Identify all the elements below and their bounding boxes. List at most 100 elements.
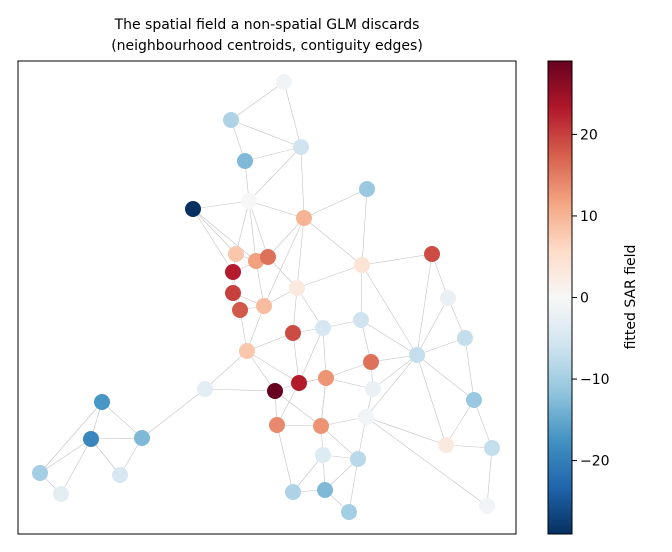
contiguity-edge <box>235 200 250 255</box>
centroid-point <box>291 375 307 391</box>
contiguity-edge <box>416 354 447 446</box>
contiguity-edge <box>204 350 248 390</box>
contiguity-edge <box>248 200 305 219</box>
contiguity-edge <box>416 337 466 356</box>
centroid-point <box>269 417 285 433</box>
contiguity-edge <box>320 425 359 460</box>
colorbar-tick-label: 20 <box>580 127 598 143</box>
contiguity-edge <box>246 350 276 392</box>
contiguity-edge <box>296 217 305 289</box>
centroid-point <box>315 447 331 463</box>
contiguity-edge <box>292 332 300 384</box>
contiguity-edge <box>39 401 103 474</box>
centroid-point <box>197 381 213 397</box>
contiguity-edge <box>60 438 92 495</box>
centroid-point <box>466 392 482 408</box>
colorbar-ticks: −20 −10 0 10 20 <box>572 127 610 470</box>
contiguity-edge <box>274 390 322 427</box>
centroid-point <box>409 347 425 363</box>
contiguity-edge <box>296 264 363 289</box>
contiguity-edge <box>303 217 363 266</box>
centroid-point <box>318 370 334 386</box>
contiguity-edge <box>325 377 374 390</box>
contiguity-edge <box>192 208 237 255</box>
colorbar-label: fitted SAR field <box>623 245 639 350</box>
contiguity-edge <box>246 350 300 384</box>
centroid-point <box>438 437 454 453</box>
contiguity-edge <box>445 399 475 446</box>
contiguity-edge <box>246 332 294 352</box>
centroid-point <box>479 498 495 514</box>
colorbar-tick-label: 10 <box>580 209 598 225</box>
chart-title: The spatial field a non-spatial GLM disc… <box>114 17 420 33</box>
centroid-point <box>289 280 305 296</box>
centroid-point <box>358 409 374 425</box>
contiguity-edge <box>101 401 143 439</box>
node-layer <box>32 74 500 520</box>
centroid-point <box>350 451 366 467</box>
centroid-point <box>484 440 500 456</box>
plot-frame <box>17 60 517 535</box>
contiguity-edge <box>486 447 493 507</box>
contiguity-edge <box>248 200 269 258</box>
contiguity-edge <box>372 354 418 390</box>
centroid-point <box>440 290 456 306</box>
contiguity-edge <box>360 264 363 321</box>
centroid-point <box>32 465 48 481</box>
contiguity-edge <box>416 354 475 401</box>
chart-subtitle: (neighbourhood centroids, contiguity edg… <box>111 38 423 54</box>
centroid-point <box>228 246 244 262</box>
centroid-point <box>285 325 301 341</box>
contiguity-edge <box>361 264 418 356</box>
centroid-point <box>296 210 312 226</box>
contiguity-edge <box>348 458 359 513</box>
centroid-point <box>239 343 255 359</box>
contiguity-edge <box>320 377 327 427</box>
centroid-point <box>359 181 375 197</box>
contiguity-edge <box>248 146 302 202</box>
contiguity-edge <box>322 327 327 379</box>
contiguity-edge <box>303 188 368 219</box>
centroid-point <box>225 285 241 301</box>
centroid-point <box>267 383 283 399</box>
colorbar-tick-label: −10 <box>580 372 610 388</box>
centroid-point <box>341 504 357 520</box>
contiguity-edge <box>246 305 265 352</box>
colorbar <box>547 60 573 535</box>
centroid-point <box>354 257 370 273</box>
contiguity-edge <box>416 297 449 356</box>
contiguity-edge <box>263 217 305 307</box>
centroid-point <box>237 153 253 169</box>
centroid-point <box>313 418 329 434</box>
centroid-point <box>365 381 381 397</box>
centroid-point <box>315 320 331 336</box>
contiguity-edge <box>276 424 294 493</box>
centroid-point <box>276 74 292 90</box>
contiguity-edge <box>416 253 433 356</box>
contiguity-edge <box>267 217 305 258</box>
contiguity-edge <box>361 253 433 266</box>
centroid-point <box>94 394 110 410</box>
contiguity-edge <box>360 319 418 356</box>
contiguity-edge <box>365 354 418 418</box>
contiguity-edge <box>192 200 250 210</box>
contiguity-edge <box>230 119 302 148</box>
contiguity-edge <box>464 337 475 401</box>
centroid-point <box>363 354 379 370</box>
centroid-point <box>83 431 99 447</box>
centroid-point <box>317 482 333 498</box>
contiguity-edge <box>300 146 305 219</box>
centroid-point <box>53 486 69 502</box>
contiguity-edge <box>248 200 257 262</box>
centroid-point <box>134 430 150 446</box>
centroid-point <box>293 139 309 155</box>
contiguity-edge <box>230 81 285 121</box>
centroid-point <box>112 467 128 483</box>
centroid-point <box>225 264 241 280</box>
contiguity-edge <box>283 81 302 148</box>
colorbar-tick-label: 0 <box>580 291 589 307</box>
contiguity-edge <box>90 437 143 440</box>
contiguity-edge <box>298 327 324 384</box>
centroid-point <box>457 330 473 346</box>
